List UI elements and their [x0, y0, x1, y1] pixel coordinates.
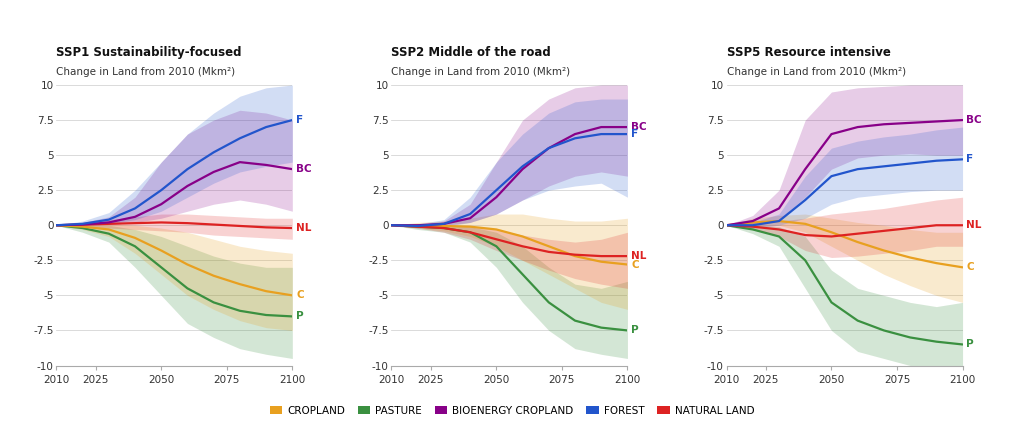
Text: BC: BC [296, 164, 312, 174]
Text: C: C [967, 262, 974, 272]
Text: F: F [296, 115, 303, 125]
Text: BC: BC [967, 115, 982, 125]
Text: P: P [296, 312, 304, 321]
Text: Change in Land from 2010 (Mkm²): Change in Land from 2010 (Mkm²) [56, 67, 236, 77]
Text: BC: BC [632, 122, 647, 132]
Text: NL: NL [967, 220, 982, 230]
Text: SSP2 Middle of the road: SSP2 Middle of the road [391, 46, 551, 59]
Text: P: P [967, 340, 974, 349]
Text: SSP5 Resource intensive: SSP5 Resource intensive [727, 46, 891, 59]
Text: F: F [967, 154, 974, 164]
Text: NL: NL [632, 251, 647, 261]
Text: F: F [632, 129, 639, 139]
Text: C: C [632, 260, 639, 269]
Text: Change in Land from 2010 (Mkm²): Change in Land from 2010 (Mkm²) [391, 67, 570, 77]
Text: NL: NL [296, 223, 311, 233]
Text: C: C [296, 290, 304, 300]
Text: P: P [632, 326, 639, 335]
Legend: CROPLAND, PASTURE, BIOENERGY CROPLAND, FOREST, NATURAL LAND: CROPLAND, PASTURE, BIOENERGY CROPLAND, F… [265, 402, 759, 420]
Text: SSP1 Sustainability-focused: SSP1 Sustainability-focused [56, 46, 242, 59]
Text: Change in Land from 2010 (Mkm²): Change in Land from 2010 (Mkm²) [727, 67, 905, 77]
